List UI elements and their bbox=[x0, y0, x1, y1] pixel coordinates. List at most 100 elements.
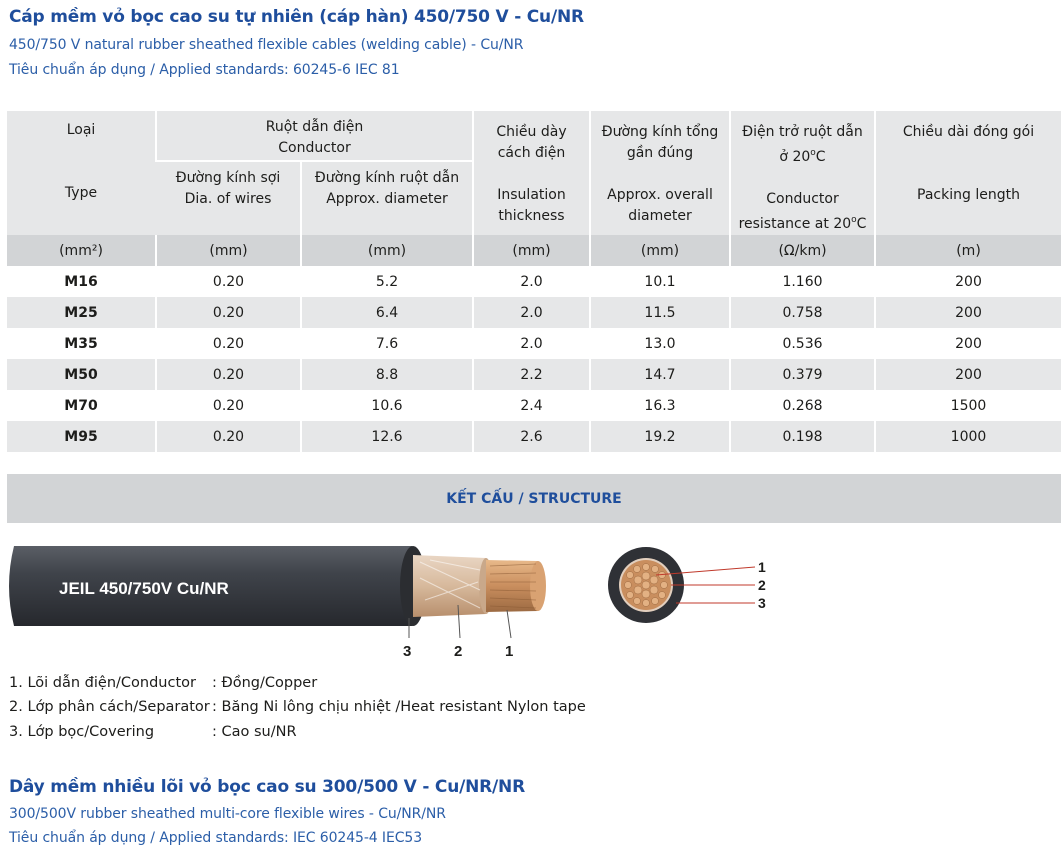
header-packing: Chiều dài đóng gói Packing length bbox=[874, 111, 1061, 235]
conductor-end bbox=[530, 561, 546, 611]
header-insulation: Chiều dày cách điện Insulation thickness bbox=[472, 111, 590, 235]
table-cell: 2.2 bbox=[472, 359, 590, 390]
table-cell: 2.0 bbox=[472, 328, 590, 359]
table-cell: 0.758 bbox=[729, 297, 875, 328]
unit-cell: (m) bbox=[874, 235, 1061, 266]
cable-sheath bbox=[9, 546, 420, 626]
table-row: M95 0.20 12.6 2.6 19.2 0.198 1000 bbox=[7, 421, 1061, 452]
header-res-en-2: resistance at 20oC bbox=[738, 215, 867, 232]
legend-material: : Băng Ni lông chịu nhiệt /Heat resistan… bbox=[212, 699, 586, 715]
table-cell: 0.379 bbox=[729, 359, 875, 390]
header-conductor-en: Conductor bbox=[278, 140, 351, 156]
table-row: M50 0.20 8.8 2.2 14.7 0.379 200 bbox=[7, 359, 1061, 390]
table-cell: 0.20 bbox=[155, 297, 301, 328]
header-od-en-2: diameter bbox=[628, 208, 692, 224]
table-cell: 0.20 bbox=[155, 266, 301, 297]
callout-1: 1 bbox=[505, 643, 513, 660]
header-overall-diameter: Đường kính tổng gần đúng Approx. overall… bbox=[589, 111, 730, 235]
structure-heading-band: KẾT CẤU / STRUCTURE bbox=[7, 474, 1061, 523]
cross-callout-1: 1 bbox=[758, 559, 766, 575]
table-cell: 1500 bbox=[874, 390, 1061, 421]
table-cell: M25 bbox=[7, 297, 156, 328]
header-type-vi: Loại bbox=[66, 122, 96, 138]
table-cell: 0.20 bbox=[155, 421, 301, 452]
table-row: M25 0.20 6.4 2.0 11.5 0.758 200 bbox=[7, 297, 1061, 328]
header-conductor-vi: Ruột dẫn điện bbox=[265, 119, 364, 135]
callout-2: 2 bbox=[454, 643, 462, 660]
table-cell: 16.3 bbox=[589, 390, 730, 421]
header-od-en-1: Approx. overall bbox=[607, 187, 713, 203]
header-type: Loại Type bbox=[7, 111, 156, 235]
header-od-vi-2: gần đúng bbox=[626, 145, 694, 161]
table-cell: 0.536 bbox=[729, 328, 875, 359]
page-subtitle: 450/750 V natural rubber sheathed flexib… bbox=[9, 37, 524, 53]
table-cell: 0.20 bbox=[155, 390, 301, 421]
unit-cell: (mm) bbox=[155, 235, 301, 266]
table-cell: 0.198 bbox=[729, 421, 875, 452]
leader-line-2 bbox=[457, 604, 461, 639]
header-type-en: Type bbox=[64, 185, 98, 201]
cross-section-illustration: 1 2 3 bbox=[608, 547, 766, 623]
header-wire-vi: Đường kính sợi bbox=[175, 170, 281, 187]
leader-line-1 bbox=[506, 609, 512, 639]
tape-strands bbox=[419, 559, 481, 609]
table-cell: 13.0 bbox=[589, 328, 730, 359]
next-section-standards: Tiêu chuẩn áp dụng / Applied standards: … bbox=[9, 830, 422, 846]
next-section-title: Dây mềm nhiều lõi vỏ bọc cao su 300/500 … bbox=[9, 777, 525, 797]
header-wire-diameter: Đường kính sợi Dia. of wires bbox=[156, 161, 301, 235]
header-packing-vi: Chiều dài đóng gói bbox=[902, 124, 1035, 140]
table-cell: 2.4 bbox=[472, 390, 590, 421]
table-cell: 2.0 bbox=[472, 297, 590, 328]
legend-material: : Đồng/Copper bbox=[212, 675, 318, 691]
cross-callout-3: 3 bbox=[758, 595, 766, 611]
table-cell: 7.6 bbox=[300, 328, 473, 359]
header-res-en-1: Conductor bbox=[766, 191, 839, 207]
table-cell: 1000 bbox=[874, 421, 1061, 452]
table-cell: 14.7 bbox=[589, 359, 730, 390]
table-cell: 5.2 bbox=[300, 266, 473, 297]
callout-3: 3 bbox=[403, 643, 411, 660]
cable-illustration: JEIL 450/750V Cu/NR 3 2 1 bbox=[9, 546, 546, 660]
header-res-vi-1: Điện trở ruột dẫn bbox=[742, 124, 863, 140]
table-cell: 8.8 bbox=[300, 359, 473, 390]
table-cell: 200 bbox=[874, 266, 1061, 297]
table-cell: 200 bbox=[874, 328, 1061, 359]
cross-strands bbox=[624, 563, 668, 607]
table-cell: 19.2 bbox=[589, 421, 730, 452]
unit-cell: (mm²) bbox=[7, 235, 156, 266]
units-row: (mm²) (mm) (mm) (mm) (mm) (Ω/km) (m) bbox=[7, 235, 1061, 266]
table-cell: 10.6 bbox=[300, 390, 473, 421]
header-wire-en: Dia. of wires bbox=[184, 191, 272, 208]
cable-print-text: JEIL 450/750V Cu/NR bbox=[59, 579, 229, 598]
separator-tape bbox=[413, 555, 490, 617]
structure-heading: KẾT CẤU / STRUCTURE bbox=[446, 490, 622, 507]
header-resistance: Điện trở ruột dẫn ở 20oC Conductor resis… bbox=[729, 111, 875, 235]
legend-material: : Cao su/NR bbox=[212, 724, 297, 740]
spec-table: Loại Type Ruột dẫn điện Conductor Chiều … bbox=[7, 111, 1061, 452]
cross-callout-2: 2 bbox=[758, 577, 766, 593]
table-row: M16 0.20 5.2 2.0 10.1 1.160 200 bbox=[7, 266, 1061, 297]
table-cell: 0.268 bbox=[729, 390, 875, 421]
table-cell: 0.20 bbox=[155, 359, 301, 390]
table-cell: M95 bbox=[7, 421, 156, 452]
header-od-vi-1: Đường kính tổng bbox=[601, 124, 719, 140]
next-section-subtitle: 300/500V rubber sheathed multi-core flex… bbox=[9, 806, 446, 822]
applied-standards: Tiêu chuẩn áp dụng / Applied standards: … bbox=[9, 62, 400, 78]
table-cell: 2.0 bbox=[472, 266, 590, 297]
table-cell: 12.6 bbox=[300, 421, 473, 452]
table-cell: 0.20 bbox=[155, 328, 301, 359]
table-cell: 200 bbox=[874, 359, 1061, 390]
table-cell: 10.1 bbox=[589, 266, 730, 297]
table-row: M70 0.20 10.6 2.4 16.3 0.268 1500 bbox=[7, 390, 1061, 421]
table-cell: 2.6 bbox=[472, 421, 590, 452]
table-cell: M35 bbox=[7, 328, 156, 359]
table-cell: 6.4 bbox=[300, 297, 473, 328]
unit-cell: (mm) bbox=[589, 235, 730, 266]
table-cell: M50 bbox=[7, 359, 156, 390]
header-packing-en: Packing length bbox=[917, 187, 1020, 203]
header-insulation-en-1: Insulation bbox=[497, 187, 566, 203]
header-res-vi-2: ở 20oC bbox=[779, 148, 826, 165]
conductor-strands bbox=[489, 563, 537, 609]
table-row: M35 0.20 7.6 2.0 13.0 0.536 200 bbox=[7, 328, 1061, 359]
unit-cell: (mm) bbox=[472, 235, 590, 266]
